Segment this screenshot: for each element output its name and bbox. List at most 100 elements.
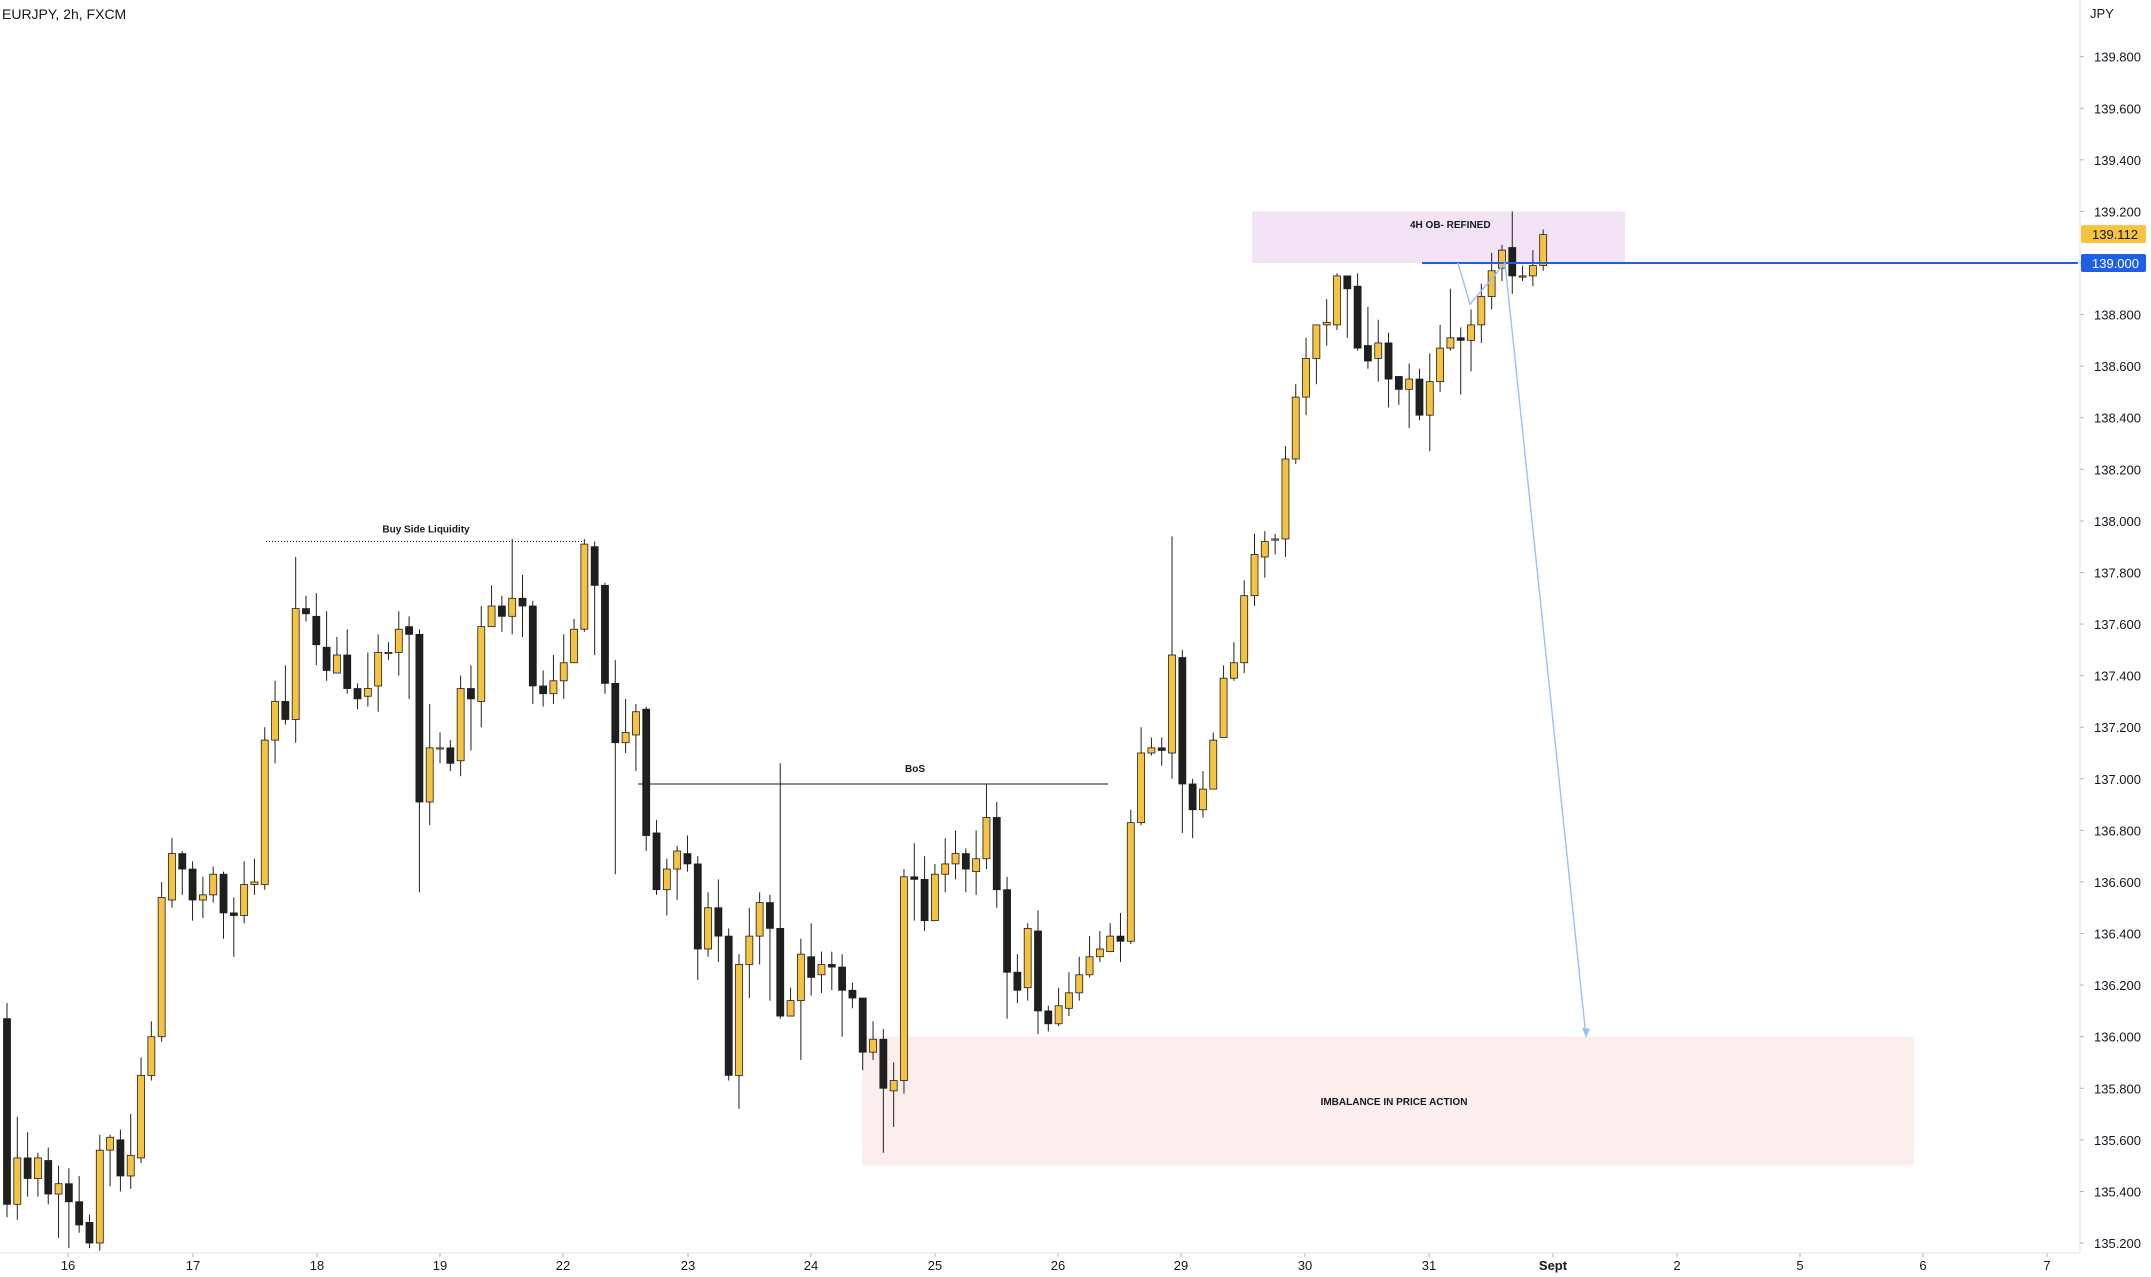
candle-up[interactable] [1260,541,1269,558]
candle-up[interactable] [755,902,764,937]
candle-down[interactable] [302,608,310,615]
candle-down[interactable] [405,626,413,635]
candle-up[interactable] [1054,1005,1063,1025]
candle-up[interactable] [632,711,640,736]
candle-down[interactable] [1456,337,1465,341]
candle-down[interactable] [848,989,857,999]
imbalance-zone[interactable] [862,1036,1914,1166]
candle-up[interactable] [1085,956,1094,976]
candle-up[interactable] [673,850,682,870]
candle-up[interactable] [1333,275,1341,326]
candle-up[interactable] [198,894,207,901]
candle-up[interactable] [34,1157,42,1179]
candle-up[interactable] [1425,381,1434,416]
candle-down[interactable] [64,1183,73,1203]
candle-down[interactable] [1044,1010,1053,1025]
candle-down[interactable] [766,902,774,929]
candle-down[interactable] [910,876,919,880]
candle-up[interactable] [662,868,671,891]
candle-down[interactable] [827,964,836,968]
candle-down[interactable] [1508,247,1517,277]
candle-down[interactable] [75,1201,84,1226]
candle-up[interactable] [487,605,496,628]
candle-up[interactable] [157,897,166,1038]
candle-up[interactable] [1322,321,1331,326]
candle-up[interactable] [374,652,383,687]
candle-up[interactable] [570,628,578,664]
candle-down[interactable] [992,817,1001,891]
candle-up[interactable] [1405,378,1414,390]
candle-down[interactable] [590,546,599,586]
price-axis[interactable]: 135.200 135.400 135.600 135.800 136.000 136.2… [2080,50,2141,1251]
candle-up[interactable] [1065,992,1073,1009]
candle-up[interactable] [817,964,826,976]
candle-down[interactable] [1116,935,1125,942]
candle-down[interactable] [1034,930,1042,1012]
candle-down[interactable] [1178,657,1187,785]
candle-up[interactable] [745,935,754,965]
candle-up[interactable] [1539,234,1548,266]
candle-up[interactable] [436,747,444,750]
candle-down[interactable] [611,682,620,744]
candle-up[interactable] [240,884,249,916]
candle-up[interactable] [1498,249,1506,269]
candle-down[interactable] [961,853,970,870]
candle-down[interactable] [724,935,733,1076]
candle-down[interactable] [1188,783,1197,811]
candle-down[interactable] [1364,345,1372,362]
candle-up[interactable] [1199,788,1207,811]
candle-up[interactable] [1302,358,1310,398]
time-axis[interactable]: 16 17 18 19 22 23 24 25 26 29 30 31 Sept 2 5 6 7 [61,1253,2051,1273]
candle-up[interactable] [168,853,176,901]
candle-up[interactable] [250,881,259,885]
candle-up[interactable] [1467,324,1475,341]
candle-up[interactable] [394,628,403,653]
candle-down[interactable] [178,853,187,870]
candle-down[interactable] [229,912,238,916]
candle-down[interactable] [539,685,548,695]
candle-up[interactable] [735,964,743,1076]
candle-up[interactable] [951,853,960,865]
candle-down[interactable] [642,708,651,836]
candle-up[interactable] [477,626,486,702]
candle-up[interactable] [425,747,434,803]
candle-up[interactable] [1528,265,1537,277]
candle-down[interactable] [497,605,506,617]
candle-down[interactable] [518,597,527,607]
candle-up[interactable] [137,1074,145,1159]
candle-up[interactable] [704,907,712,950]
candle-up[interactable] [54,1183,63,1195]
candle-down[interactable] [1343,275,1352,290]
candle-up[interactable] [1291,396,1300,460]
candle-up[interactable] [869,1038,877,1053]
candle-down[interactable] [44,1160,53,1195]
candle-up[interactable] [1374,342,1383,359]
candle-up[interactable] [508,597,517,617]
candle-down[interactable] [1003,889,1011,973]
candle-up[interactable] [1436,347,1444,383]
candle-up[interactable] [549,680,558,695]
candle-up[interactable] [209,873,218,896]
candle-up[interactable] [106,1136,114,1151]
projection-path[interactable] [1457,261,1587,1037]
candle-up[interactable] [126,1154,135,1177]
candle-down[interactable] [858,997,867,1053]
candle-up[interactable] [889,1080,898,1092]
candle-down[interactable] [281,701,290,720]
candle-up[interactable] [384,652,393,655]
ob-4h-zone[interactable] [1252,211,1625,263]
candle-down[interactable] [188,868,197,901]
candle-down[interactable] [353,688,362,700]
candle-down[interactable] [116,1139,125,1177]
candle-up[interactable] [1446,337,1455,349]
candle-up[interactable] [1477,296,1486,326]
candle-up[interactable] [1147,747,1156,754]
candle-up[interactable] [1106,935,1115,952]
candle-up[interactable] [621,731,630,744]
candle-down[interactable] [3,1018,11,1205]
candle-down[interactable] [714,907,723,937]
candle-down[interactable] [528,605,537,687]
candle-up[interactable] [1487,270,1496,297]
candle-up[interactable] [1312,324,1321,359]
